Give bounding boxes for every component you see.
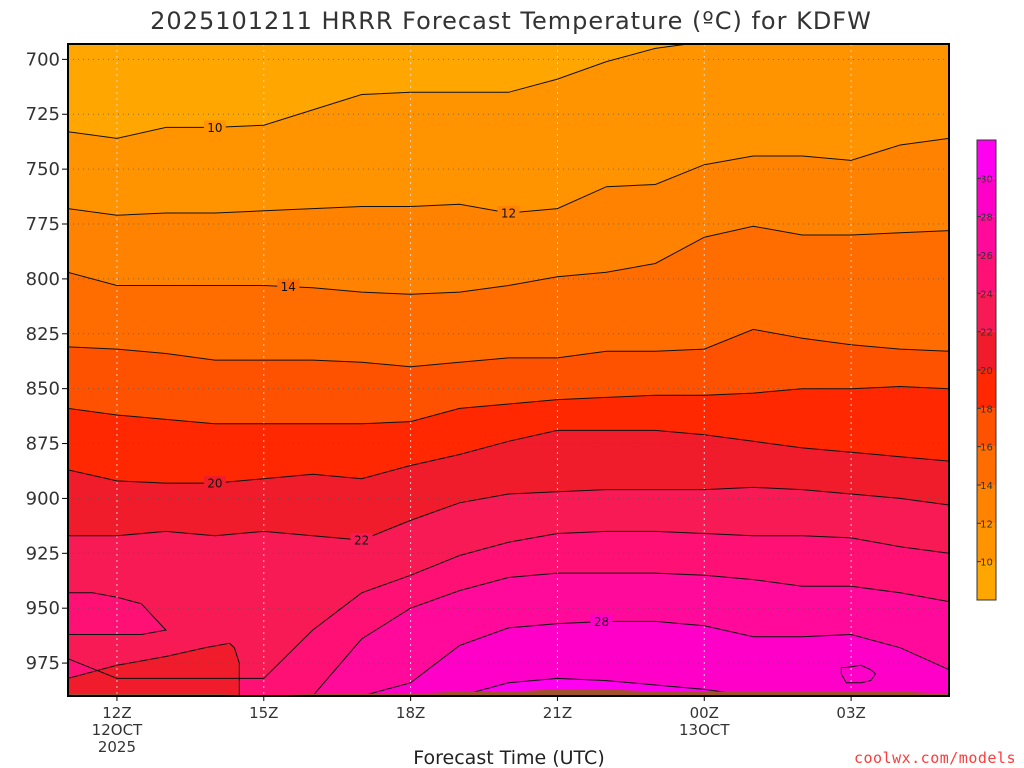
y-tick-label: 875 [26, 434, 60, 455]
colorbar-swatch [977, 293, 996, 332]
isotherm-label-10: 10 [207, 121, 222, 135]
colorbar-label: 24 [980, 289, 993, 300]
isotherm-24 [68, 530, 949, 679]
isotherm-14 [68, 225, 949, 295]
colorbar-swatch [977, 370, 996, 409]
band-30 [68, 678, 949, 696]
colorbar-label: 22 [980, 328, 993, 339]
colorbar-swatch [977, 216, 996, 255]
x-tick-label: 03Z [836, 704, 865, 722]
isotherm-label-bg [590, 614, 613, 629]
colorbar-label: 30 [980, 174, 993, 185]
x-tick-label: 21Z [543, 704, 572, 722]
isotherm-label-28: 28 [594, 615, 609, 629]
colorbar: 10 12 14 16 18 20 22 24 26 28 30 [976, 139, 997, 601]
isotherm-26 [68, 572, 949, 696]
isotherm-label-12: 12 [501, 207, 516, 221]
terrain-fill [68, 689, 949, 696]
isotherm-label-bg [350, 533, 373, 548]
x-tick-label: 00Z [690, 704, 719, 722]
x-tick-label: 15Z [249, 704, 278, 722]
colorbar-label: 26 [980, 251, 993, 262]
x-tick-label: 12Z [102, 704, 131, 722]
isotherm-label-bg [203, 476, 226, 491]
chart-title: 2025101211 HRRR Forecast Temperature (ºC… [150, 7, 872, 35]
colorbar-label: 10 [980, 558, 993, 569]
colorbar-swatch [977, 485, 996, 524]
colorbar-label: 14 [980, 481, 993, 492]
y-tick-label: 800 [26, 269, 60, 290]
isotherm-22 [68, 486, 949, 541]
colorbar-swatch [977, 140, 996, 179]
credit-text: coolwx.com/models [854, 749, 1016, 767]
colorbar-label: 16 [980, 443, 993, 454]
colorbar-swatch [977, 178, 996, 217]
x-tick-label: 18Z [396, 704, 425, 722]
colorbar-swatch [977, 523, 996, 562]
isotherm-label-22: 22 [354, 534, 369, 548]
colorbar-swatch [977, 331, 996, 370]
y-axis: 700 725 750 775 800 825 850 875 900 925 950 975 [26, 49, 68, 674]
y-tick-label: 825 [26, 324, 60, 345]
plot-fill-group: 10 12 14 20 22 28 [68, 44, 949, 696]
colorbar-label: 20 [980, 366, 993, 377]
isotherm-28 [68, 620, 949, 696]
x-tick-label: 13OCT [679, 721, 730, 739]
y-tick-label: 850 [26, 379, 60, 400]
isotherm-16 [68, 328, 949, 368]
colorbar-swatch [977, 446, 996, 485]
colorbar-label: 12 [980, 519, 993, 530]
isotherm-label-bg [203, 120, 226, 135]
y-tick-label: 725 [26, 104, 60, 125]
y-tick-label: 700 [26, 49, 60, 70]
x-tick-label: 12OCT [92, 721, 143, 739]
y-tick-label: 775 [26, 214, 60, 235]
isotherm-label-14: 14 [281, 280, 296, 294]
colorbar-swatch [977, 408, 996, 447]
isotherm-bubble-2 [840, 664, 877, 684]
isotherm-18 [68, 385, 949, 425]
colorbar-label: 28 [980, 213, 993, 224]
plot-frame [67, 43, 950, 697]
colorbar-swatch [977, 561, 996, 600]
colorbar-swatch [977, 255, 996, 294]
y-tick-label: 975 [26, 653, 60, 674]
x-axis-label: Forecast Time (UTC) [413, 747, 604, 768]
y-tick-label: 950 [26, 598, 60, 619]
y-tick-label: 750 [26, 159, 60, 180]
isotherm-label-bg [277, 279, 300, 294]
isotherm-bubble-1 [68, 642, 240, 696]
isotherm-30 [68, 677, 949, 696]
plot-area: 10 12 14 20 22 28 [67, 43, 950, 697]
x-tick-label: 2025 [98, 738, 136, 756]
y-tick-label: 925 [26, 543, 60, 564]
isotherm-bubble-0 [68, 592, 167, 635]
y-tick-label: 900 [26, 488, 60, 509]
band-28 [68, 621, 949, 696]
isotherm-label-20: 20 [207, 477, 222, 491]
colorbar-label: 18 [980, 404, 993, 415]
isotherm-label-bg [497, 206, 520, 221]
